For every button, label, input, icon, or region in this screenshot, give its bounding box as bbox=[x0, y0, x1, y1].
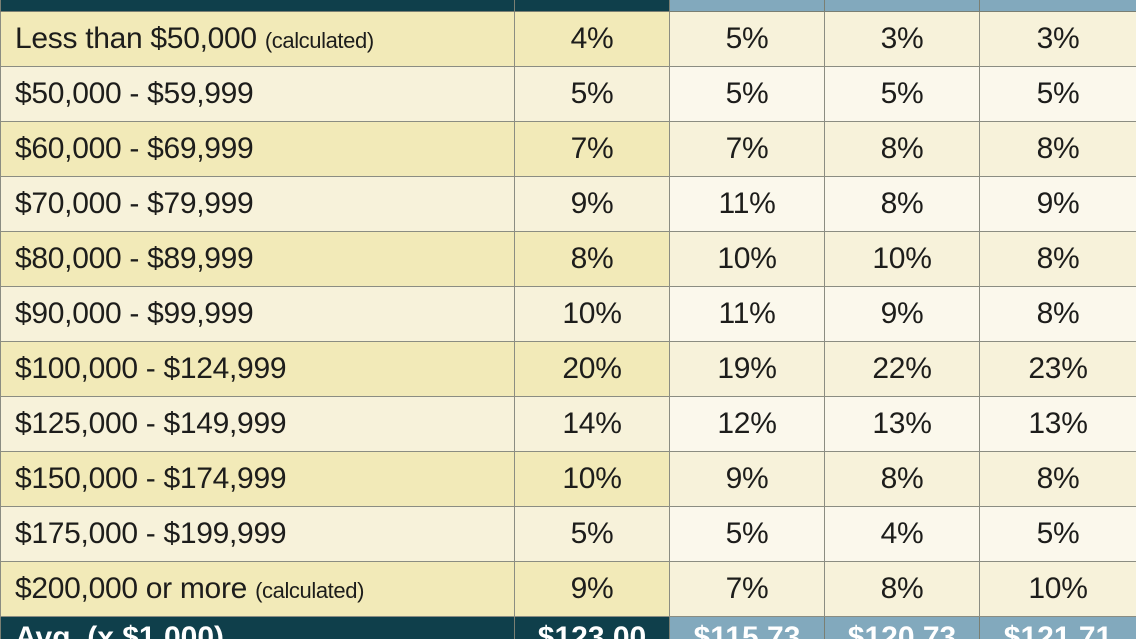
percentage-cell: 8% bbox=[824, 176, 980, 232]
calculated-note: (calculated) bbox=[255, 578, 364, 603]
percentage-cell: 5% bbox=[514, 66, 670, 122]
income-bracket-label: $150,000 - $174,999 bbox=[15, 462, 287, 495]
percentage-cell: 20% bbox=[514, 341, 670, 397]
percentage-cell: 13% bbox=[979, 396, 1136, 452]
row-label-cell: $100,000 - $124,999 bbox=[0, 341, 515, 397]
table-row: $60,000 - $69,999 7% 7% 8% 8% bbox=[0, 121, 1136, 177]
table-row: $70,000 - $79,999 9% 11% 8% 9% bbox=[0, 176, 1136, 232]
percentage-cell: 11% bbox=[669, 176, 825, 232]
table-row: $80,000 - $89,999 8% 10% 10% 8% bbox=[0, 231, 1136, 287]
income-bracket-label: $80,000 - $89,999 bbox=[15, 242, 254, 275]
income-bracket-label: $90,000 - $99,999 bbox=[15, 297, 254, 330]
percentage-cell: 4% bbox=[514, 11, 670, 67]
percentage-cell: 19% bbox=[669, 341, 825, 397]
percentage-cell: 14% bbox=[514, 396, 670, 452]
percentage-cell: 5% bbox=[514, 506, 670, 562]
percentage-cell: 8% bbox=[979, 121, 1136, 177]
table-row: $50,000 - $59,999 5% 5% 5% 5% bbox=[0, 66, 1136, 122]
row-label-cell: $125,000 - $149,999 bbox=[0, 396, 515, 452]
row-label-cell: $175,000 - $199,999 bbox=[0, 506, 515, 562]
percentage-cell: 8% bbox=[514, 231, 670, 287]
income-bracket-label: $70,000 - $79,999 bbox=[15, 187, 254, 220]
header-cell-col-3 bbox=[824, 0, 980, 12]
percentage-cell: 11% bbox=[669, 286, 825, 342]
percentage-cell: 8% bbox=[979, 231, 1136, 287]
percentage-cell: 12% bbox=[669, 396, 825, 452]
row-label-cell: $60,000 - $69,999 bbox=[0, 121, 515, 177]
percentage-cell: 5% bbox=[669, 506, 825, 562]
row-label-cell: $200,000 or more (calculated) bbox=[0, 561, 515, 617]
percentage-cell: 10% bbox=[979, 561, 1136, 617]
table-body: Less than $50,000 (calculated) 4% 5% 3% 3% $5… bbox=[0, 11, 1136, 617]
percentage-cell: 8% bbox=[824, 451, 980, 507]
header-cell-label bbox=[0, 0, 515, 12]
footer-value: $115.73 bbox=[669, 616, 825, 639]
percentage-cell: 22% bbox=[824, 341, 980, 397]
percentage-cell: 13% bbox=[824, 396, 980, 452]
table-row: $150,000 - $174,999 10% 9% 8% 8% bbox=[0, 451, 1136, 507]
income-bracket-label: $100,000 - $124,999 bbox=[15, 352, 287, 385]
percentage-cell: 5% bbox=[669, 66, 825, 122]
row-label-cell: $80,000 - $89,999 bbox=[0, 231, 515, 287]
row-label-cell: Less than $50,000 (calculated) bbox=[0, 11, 515, 67]
percentage-cell: 5% bbox=[669, 11, 825, 67]
income-bracket-label: $175,000 - $199,999 bbox=[15, 517, 287, 550]
table-row: $200,000 or more (calculated) 9% 7% 8% 10% bbox=[0, 561, 1136, 617]
percentage-cell: 8% bbox=[824, 121, 980, 177]
row-label-cell: $70,000 - $79,999 bbox=[0, 176, 515, 232]
calculated-note: (calculated) bbox=[264, 28, 374, 53]
row-label-cell: $150,000 - $174,999 bbox=[0, 451, 515, 507]
row-label-cell: $50,000 - $59,999 bbox=[0, 66, 515, 122]
percentage-cell: 10% bbox=[824, 231, 980, 287]
table-row: Less than $50,000 (calculated) 4% 5% 3% 3% bbox=[0, 11, 1136, 67]
percentage-cell: 5% bbox=[979, 66, 1136, 122]
income-bracket-label: $50,000 - $59,999 bbox=[15, 77, 254, 110]
footer-value: $120.73 bbox=[824, 616, 980, 639]
percentage-cell: 10% bbox=[514, 286, 670, 342]
header-cell-col-1 bbox=[514, 0, 670, 12]
percentage-cell: 9% bbox=[514, 176, 670, 232]
table-row: $175,000 - $199,999 5% 5% 4% 5% bbox=[0, 506, 1136, 562]
percentage-cell: 8% bbox=[979, 451, 1136, 507]
footer-value: $123.00 bbox=[514, 616, 670, 639]
footer-value: $121.71 bbox=[979, 616, 1136, 639]
income-bracket-label: Less than $50,000 bbox=[15, 22, 257, 55]
header-cell-col-2 bbox=[669, 0, 825, 12]
percentage-cell: 3% bbox=[979, 11, 1136, 67]
percentage-cell: 9% bbox=[824, 286, 980, 342]
table-row: $90,000 - $99,999 10% 11% 9% 8% bbox=[0, 286, 1136, 342]
percentage-cell: 3% bbox=[824, 11, 980, 67]
footer-label: Avg. (x $1,000) bbox=[0, 616, 515, 639]
percentage-cell: 9% bbox=[979, 176, 1136, 232]
percentage-cell: 23% bbox=[979, 341, 1136, 397]
percentage-cell: 9% bbox=[514, 561, 670, 617]
table-row: $125,000 - $149,999 14% 12% 13% 13% bbox=[0, 396, 1136, 452]
income-bracket-label: $60,000 - $69,999 bbox=[15, 132, 254, 165]
percentage-cell: 10% bbox=[514, 451, 670, 507]
income-bracket-label: $200,000 or more bbox=[15, 572, 248, 605]
table-footer-row: Avg. (x $1,000) $123.00 $115.73 $120.73 … bbox=[0, 616, 1136, 639]
percentage-cell: 7% bbox=[669, 561, 825, 617]
percentage-cell: 5% bbox=[979, 506, 1136, 562]
income-bracket-label: $125,000 - $149,999 bbox=[15, 407, 287, 440]
percentage-cell: 8% bbox=[979, 286, 1136, 342]
percentage-cell: 8% bbox=[824, 561, 980, 617]
percentage-cell: 9% bbox=[669, 451, 825, 507]
percentage-cell: 7% bbox=[669, 121, 825, 177]
percentage-cell: 4% bbox=[824, 506, 980, 562]
percentage-cell: 7% bbox=[514, 121, 670, 177]
percentage-cell: 5% bbox=[824, 66, 980, 122]
table-row: $100,000 - $124,999 20% 19% 22% 23% bbox=[0, 341, 1136, 397]
percentage-cell: 10% bbox=[669, 231, 825, 287]
row-label-cell: $90,000 - $99,999 bbox=[0, 286, 515, 342]
header-cell-col-4 bbox=[979, 0, 1136, 12]
table-header-row bbox=[0, 0, 1136, 12]
